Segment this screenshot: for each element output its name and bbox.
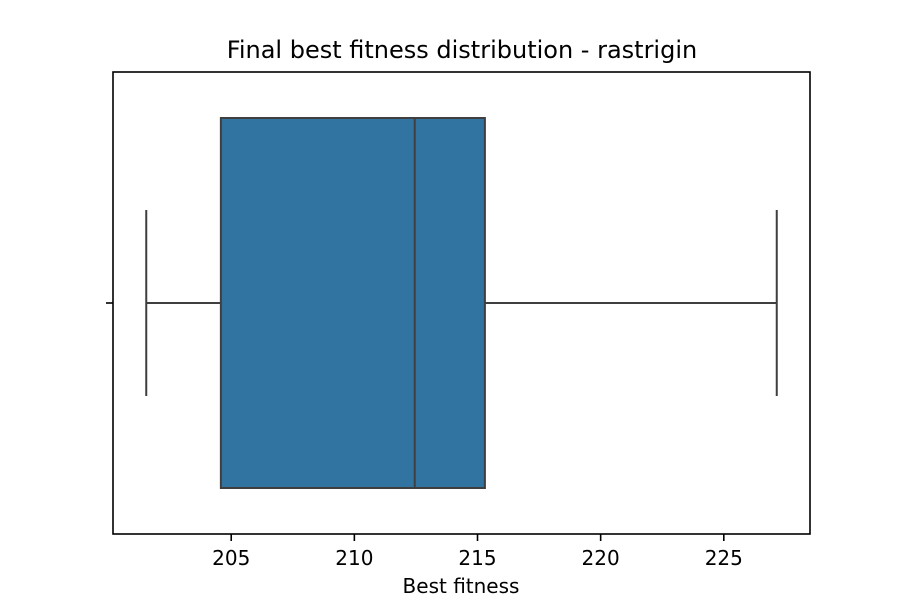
chart-title: Final best fitness distribution - rastri… (227, 36, 697, 64)
box-iqr (219, 117, 486, 489)
x-axis-ticks: 205 210 215 220 225 (212, 534, 743, 570)
x-tick-label: 220 (582, 546, 620, 570)
x-tick-label: 205 (212, 546, 250, 570)
x-tick-label: 210 (335, 546, 373, 570)
x-tick-label: 215 (458, 546, 496, 570)
x-tick-label: 225 (705, 546, 743, 570)
x-axis-label: Best fitness (403, 574, 520, 598)
plot-area (106, 71, 811, 535)
